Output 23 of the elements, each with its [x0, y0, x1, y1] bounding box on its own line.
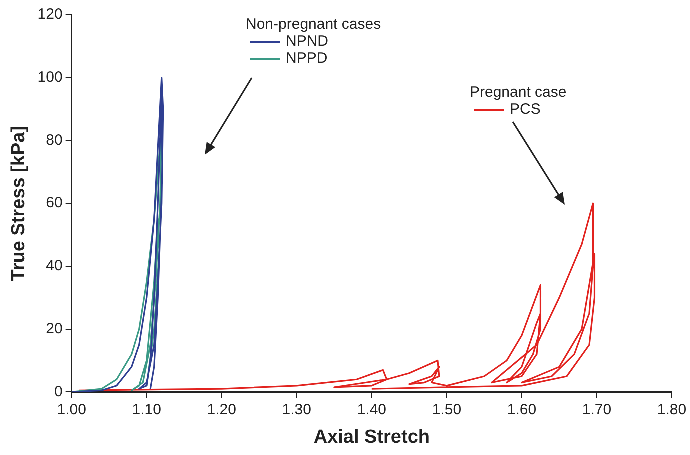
y-tick-label: 60 [46, 194, 63, 212]
y-tick-label: 0 [54, 383, 63, 400]
y-tick-label: 40 [46, 258, 63, 275]
x-tick-label: 1.10 [132, 401, 162, 418]
x-tick-label: 1.60 [507, 401, 537, 418]
y-tick-label: 20 [46, 320, 63, 338]
x-axis-title: Axial Stretch [314, 426, 430, 448]
y-tick-label: 100 [38, 69, 63, 86]
y-axis-title: True Stress [kPa] [8, 126, 30, 282]
legend-label: NPND [286, 33, 329, 50]
annotation: Pregnant case [470, 84, 567, 101]
x-tick-label: 1.70 [582, 401, 612, 418]
legend-label: NPPD [286, 50, 328, 67]
x-tick-label: 1.00 [57, 401, 86, 418]
x-tick-label: 1.30 [282, 401, 312, 418]
legend-label: PCS [510, 101, 541, 118]
annotation: Non-pregnant cases [246, 16, 382, 33]
y-tick-label: 80 [46, 132, 63, 149]
x-tick-label: 1.80 [657, 401, 687, 418]
x-tick-label: 1.50 [432, 401, 462, 418]
y-tick-label: 120 [38, 6, 63, 24]
x-tick-label: 1.40 [357, 401, 387, 418]
x-tick-label: 1.20 [207, 401, 236, 418]
